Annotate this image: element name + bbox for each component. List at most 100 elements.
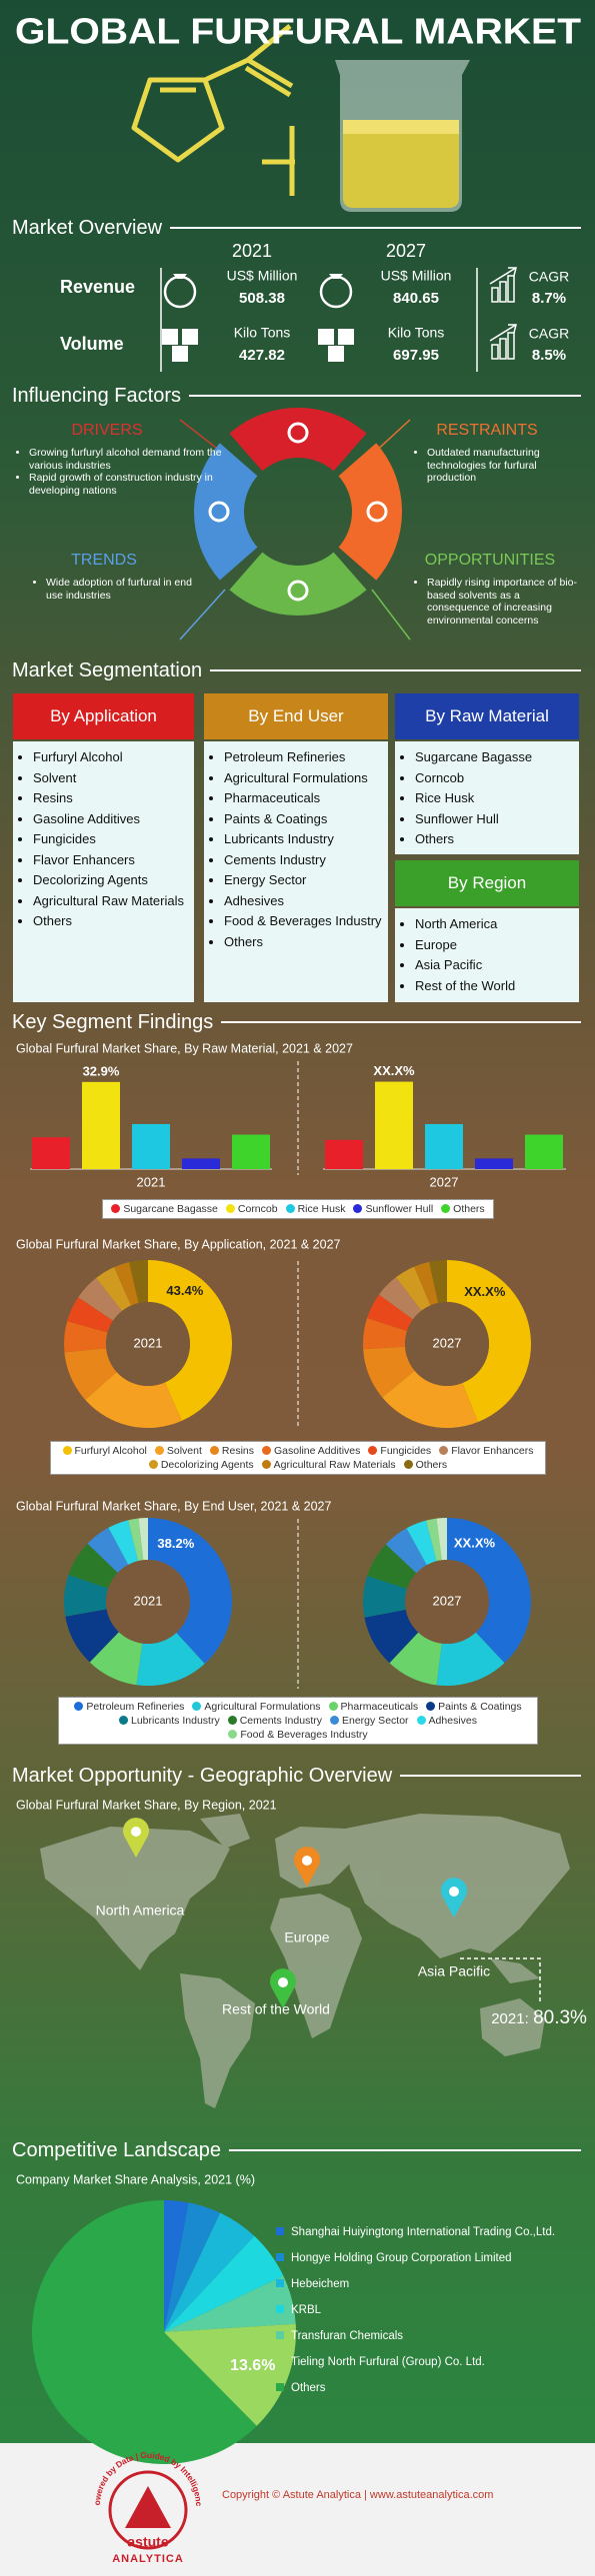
legend-swatch	[118, 1716, 128, 1725]
donut-slice	[138, 1518, 148, 1561]
legend-entry: Agricultural Raw Materials	[261, 1459, 396, 1471]
legend-entry: Solvent	[154, 1445, 202, 1457]
map-pin-hole	[302, 1856, 312, 1866]
legend: Sugarcane Bagasse Corncob Rice Husk Sunflow…	[102, 1199, 494, 1219]
logo-brand: astute	[127, 2534, 168, 2550]
donut-slice	[363, 1318, 408, 1350]
bar	[232, 1134, 270, 1169]
pie-slice	[164, 2275, 296, 2332]
legend-swatch	[368, 1446, 378, 1455]
legend-entry: Hongye Holding Group Corporation Limited	[276, 2252, 512, 2264]
legend-label: Lubricants Industry	[130, 1715, 220, 1727]
legend-swatch	[441, 1204, 451, 1213]
cagr-icon	[499, 338, 507, 360]
legend-swatch	[276, 2331, 284, 2339]
legend-label: Agricultural Formulations	[204, 1701, 321, 1713]
section-heading: Competitive Landscape	[12, 2137, 581, 2163]
segment-item: Adhesives	[224, 891, 382, 912]
logo-mark	[125, 2486, 171, 2528]
legend-label: Others	[291, 2382, 326, 2394]
legend-label: Rice Husk	[297, 1203, 346, 1215]
value: 840.65	[393, 290, 439, 307]
legend-entry: Sugarcane Bagasse	[111, 1203, 218, 1215]
heading-text: Market Segmentation	[12, 658, 203, 681]
legend-entry: Transfuran Chemicals	[276, 2330, 403, 2342]
row-label: Volume	[60, 334, 124, 354]
legend-label: Food & Beverages Industry	[240, 1729, 368, 1741]
legend-entry: Shanghai Huiyingtong International Tradi…	[276, 2226, 555, 2238]
donut-slice	[363, 1346, 415, 1398]
legend-swatch	[261, 1460, 271, 1469]
logo-ring-text: Powered by Data | Guided by Intelligence	[0, 0, 204, 2507]
legend-entry: Rice Husk	[285, 1203, 346, 1215]
legend-label: Shanghai Huiyingtong International Tradi…	[291, 2226, 556, 2238]
legend-entry: Flavor Enhancers	[439, 1445, 533, 1457]
segment-item: Others	[415, 829, 573, 850]
legend-label: Cements Industry	[239, 1715, 322, 1727]
legend-entry: KRBL	[276, 2304, 321, 2316]
section-heading: Influencing Factors	[12, 383, 581, 409]
cagr-icon	[491, 287, 499, 303]
cagr-icon	[489, 267, 517, 285]
legend-entry: Gasoline Additives	[262, 1445, 360, 1457]
donut-slice	[447, 1518, 532, 1664]
factor-list: Outdated manufacturing technologies for …	[411, 447, 581, 485]
heading-text: Market Overview	[12, 216, 163, 239]
section-heading: Key Segment Findings	[12, 1009, 581, 1035]
x-tick-label: 2021	[137, 1174, 166, 1189]
donut-slice	[447, 1260, 531, 1423]
donut-slice	[65, 1609, 119, 1663]
cagr-label: CAGR	[529, 326, 569, 342]
chart-title: Company Market Share Analysis, 2021 (%)	[16, 2172, 255, 2186]
donut-slice	[64, 1348, 117, 1400]
legend-label: Resins	[221, 1445, 255, 1457]
legend-swatch	[330, 1716, 339, 1725]
donut-slice	[114, 1262, 139, 1306]
pie-slice	[164, 2323, 296, 2426]
logo-brand-sub: ANALYTICA	[112, 2553, 184, 2565]
cube-icon	[182, 329, 198, 345]
factor-segment	[229, 408, 367, 472]
legend-entry: Corncob	[225, 1203, 278, 1215]
legend-label: Furfuryl Alcohol	[74, 1445, 147, 1457]
legend-entry: Paints & Coatings	[426, 1701, 522, 1713]
segment-item: Agricultural Raw Materials	[33, 891, 188, 912]
segment-item: Decolorizing Agents	[33, 870, 188, 891]
legend-entry: Others	[276, 2382, 326, 2394]
region-label: Rest of the World	[222, 2001, 330, 2017]
segment-item: Resins	[33, 788, 188, 809]
donut-slice	[436, 1632, 505, 1686]
bar	[375, 1081, 413, 1169]
segment-item: Europe	[415, 935, 573, 956]
value: 508.38	[239, 290, 285, 307]
legend-swatch	[276, 2305, 284, 2313]
donut-slice	[67, 1297, 114, 1333]
section-heading: Market Segmentation	[12, 657, 581, 683]
legend-swatch	[276, 2253, 284, 2261]
legend-swatch	[111, 1204, 121, 1213]
legend-swatch	[209, 1446, 219, 1455]
legend-swatch	[426, 1702, 436, 1711]
factor-item: Outdated manufacturing technologies for …	[427, 447, 581, 485]
legend-label: Hebeichem	[291, 2278, 350, 2290]
beaker-icon	[335, 60, 470, 212]
legend-entry: Tieling North Furfural (Group) Co. Ltd.	[276, 2356, 485, 2368]
legend-label: Fungicides	[380, 1445, 432, 1457]
donut-slice	[379, 1277, 422, 1320]
heading-text: Market Opportunity - Geographic Overview	[12, 1764, 393, 1787]
value-label: 32.9%	[83, 1063, 120, 1078]
map-pin	[294, 1847, 321, 1887]
heading-rule	[400, 1775, 581, 1777]
segment-item: Gasoline Additives	[33, 809, 188, 830]
annotation: XX.X%	[464, 1284, 506, 1299]
cube-icon	[338, 329, 354, 345]
value: 427.82	[239, 347, 285, 364]
legend-swatch	[403, 1460, 413, 1469]
donut-slice	[385, 1528, 427, 1574]
donut-slice	[129, 1260, 148, 1304]
donut-slice	[64, 1575, 109, 1617]
